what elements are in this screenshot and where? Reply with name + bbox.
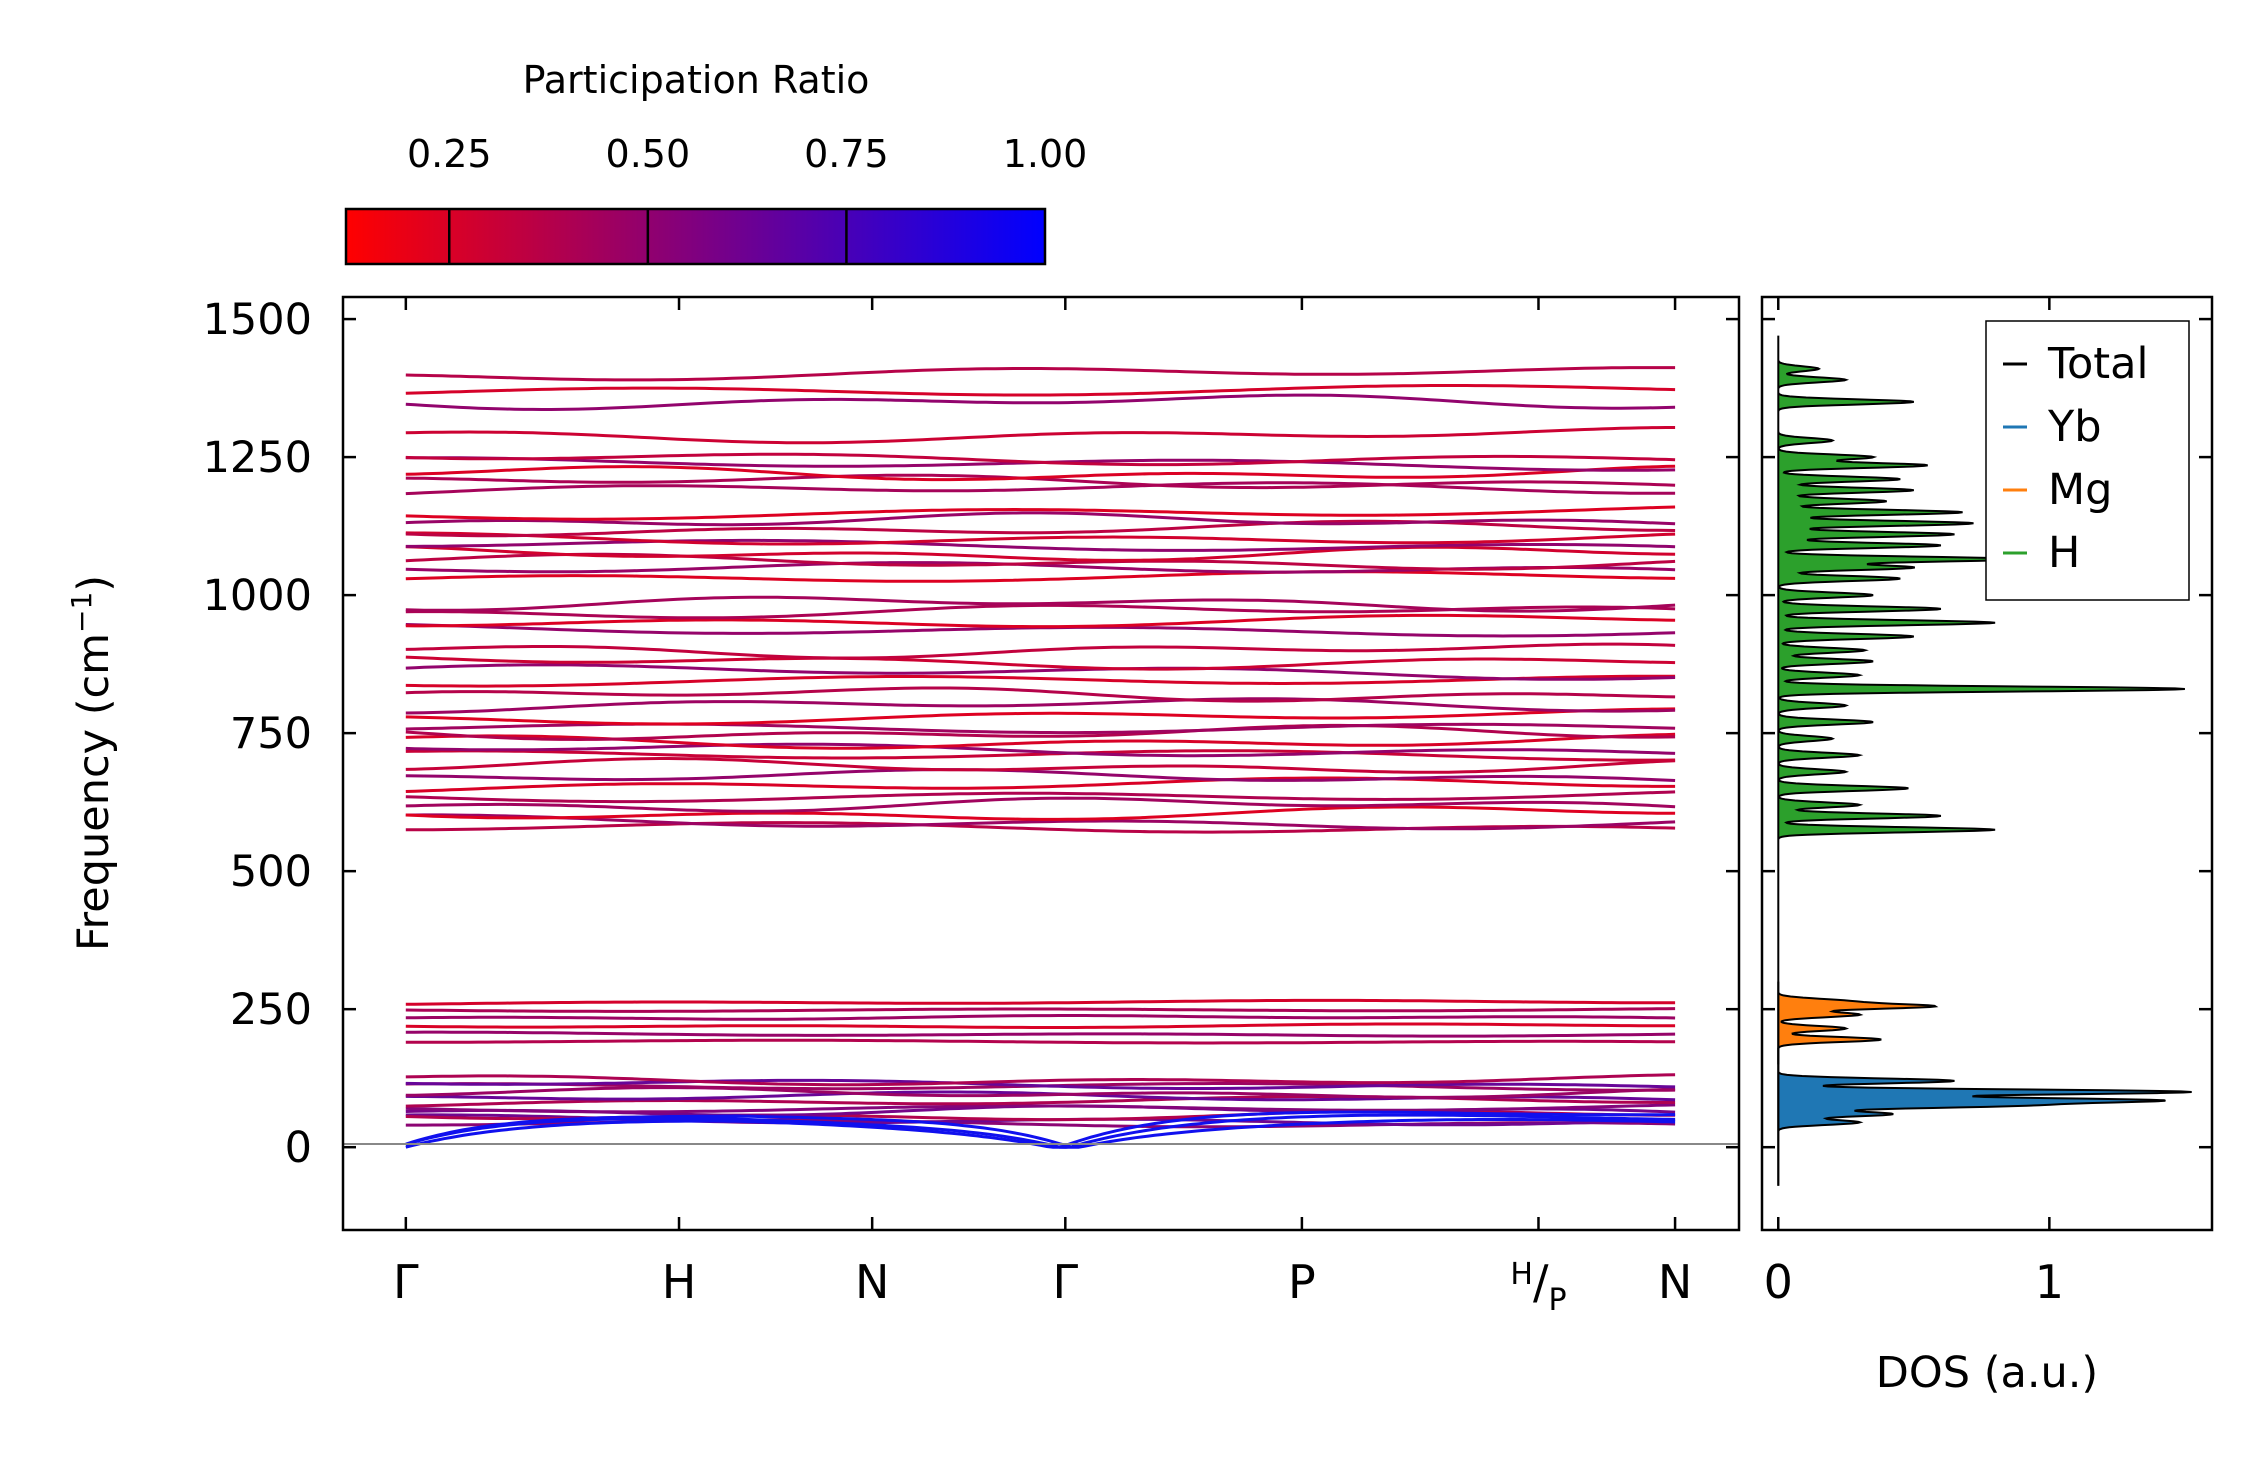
low-optic-band (405, 1086, 1676, 1099)
band-ytick-label: 1250 (203, 433, 312, 483)
dos-plot-frame (1760, 295, 2214, 1232)
kpoint-label: Γ (393, 1255, 419, 1309)
band-ytick-label: 0 (285, 1123, 312, 1173)
colorbar-tick-label: 0.50 (606, 132, 691, 176)
dos-xlabel: DOS (a.u.) (1876, 1348, 2098, 1398)
high-optic-band (405, 642, 1676, 660)
high-optic-band (405, 707, 1676, 726)
kpoint-label: P (1288, 1255, 1316, 1309)
dos-xtick-label: 1 (2035, 1255, 2064, 1309)
legend-label-yb: Yb (2047, 402, 2102, 452)
high-optic-band (405, 757, 1676, 774)
band-ytick-label: 750 (230, 709, 312, 759)
high-optic-band (405, 531, 1676, 546)
dos-mg-curve (1777, 981, 1939, 1065)
dos-yb-curve (1777, 1047, 2192, 1186)
high-optic-band (405, 768, 1676, 782)
high-optic-band (405, 384, 1676, 397)
high-optic-band (405, 473, 1676, 490)
high-optic-band (405, 452, 1676, 467)
low-optic-band (405, 1078, 1676, 1090)
high-optic-band (405, 813, 1676, 831)
mid-optic-band (405, 1014, 1676, 1021)
high-optic-band (405, 655, 1676, 671)
high-optic-band (405, 393, 1676, 411)
high-optic-band (405, 742, 1676, 758)
high-optic-band (405, 519, 1676, 538)
band-ytick-label: 500 (230, 847, 312, 897)
high-optic-band (405, 821, 1676, 834)
kpoint-label: N (1658, 1255, 1692, 1309)
legend-label-total: Total (2047, 339, 2148, 389)
colorbar-gradient (344, 207, 1047, 266)
legend-label-h: H (2048, 528, 2080, 578)
band-ytick-label: 250 (230, 985, 312, 1035)
low-optic-band (405, 1073, 1676, 1087)
high-optic-band (405, 366, 1676, 382)
colorbar-tick-label: 0.25 (407, 132, 492, 176)
band-ytick-label: 1000 (203, 571, 312, 621)
high-optic-band (405, 805, 1676, 821)
kpoint-label: Γ (1052, 1255, 1078, 1309)
legend-label-mg: Mg (2048, 465, 2112, 515)
high-optic-band (405, 481, 1676, 496)
high-optic-band (405, 723, 1676, 742)
high-optic-band (405, 464, 1676, 482)
high-optic-band (405, 796, 1676, 813)
dos-legend: Total Yb Mg H (1985, 320, 2190, 601)
high-optic-band (405, 570, 1676, 583)
dos-xtick-label: 0 (1764, 1255, 1793, 1309)
acoustic-band (405, 1110, 1676, 1147)
acoustic-band (405, 1113, 1676, 1149)
kpoint-label: H/P (1510, 1255, 1566, 1318)
mid-optic-band (405, 1022, 1676, 1029)
high-optic-band (405, 545, 1676, 562)
high-optic-band (405, 613, 1676, 629)
high-optic-band (405, 426, 1676, 445)
low-optic-band (405, 1103, 1676, 1114)
high-optic-band (405, 697, 1676, 715)
mid-optic-band (405, 1038, 1676, 1045)
high-optic-band (405, 552, 1676, 571)
colorbar: Participation Ratio 0.25 0.50 0.75 1.00 (344, 58, 1088, 266)
band-ytick-label: 1500 (203, 295, 312, 345)
kpoint-label: N (855, 1255, 889, 1309)
kpoint-label: H (662, 1255, 697, 1309)
band-ylabel: Frequency (cm−1) (65, 575, 119, 951)
mid-optic-band (405, 998, 1676, 1006)
band-structure-panel: 0 250 500 750 1000 1250 1500 Γ H N Γ P H/P N Frequen… (65, 295, 1741, 1318)
high-optic-band (405, 674, 1676, 688)
dos-h-curve (1777, 335, 2185, 1186)
high-optic-band (405, 511, 1676, 527)
colorbar-tick-label: 0.75 (804, 132, 889, 176)
mid-optic-band (405, 1030, 1676, 1038)
acoustic-band (405, 1118, 1676, 1149)
dos-panel: 0 1 DOS (a.u.) Total Yb Mg H (1760, 295, 2214, 1398)
high-optic-band (405, 749, 1676, 762)
high-optic-band (405, 595, 1676, 613)
high-optic-band (405, 505, 1676, 521)
high-optic-band (405, 776, 1676, 793)
high-optic-band (405, 686, 1676, 703)
colorbar-title: Participation Ratio (523, 58, 870, 102)
band-plot-frame (341, 295, 1741, 1232)
mid-optic-band (405, 1007, 1676, 1013)
high-optic-band (405, 663, 1676, 681)
high-optic-band (405, 790, 1676, 804)
high-optic-band (405, 538, 1676, 552)
colorbar-tick-label: 1.00 (1003, 132, 1088, 176)
